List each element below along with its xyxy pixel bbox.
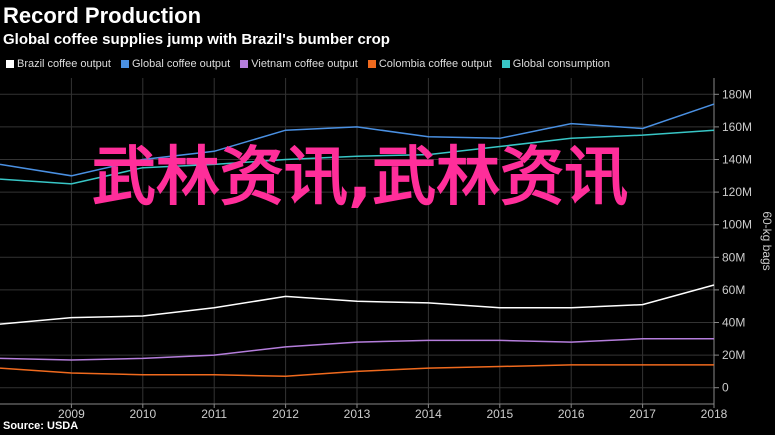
series-line [0,284,715,325]
x-tick-label: 2013 [344,407,371,421]
legend-label: Global coffee output [131,58,231,70]
y-tick-label: 180M [722,87,752,101]
legend-swatch [501,60,510,68]
legend-label: Colombia coffee output [378,58,492,70]
series-line [0,364,714,378]
x-tick-label: 2017 [629,407,656,421]
chart-title: Record Production [3,3,202,28]
y-tick-label: 160M [722,120,752,134]
x-tick-label: 2010 [129,407,156,421]
legend-label: Brazil coffee output [17,58,111,70]
legend-swatch [6,60,14,68]
x-tick-label: 2015 [486,407,513,421]
legend-swatch [240,60,249,68]
chart-legend: Brazil coffee output Global coffee output… [6,58,620,70]
source-note: Source: USDA [3,420,79,432]
y-axis-title: 60-kg bags [760,211,774,270]
legend-label: Vietnam coffee output [251,58,358,70]
y-tick-label: 20M [722,348,745,362]
y-tick-label: 60M [722,283,745,297]
legend-item: Vietnam coffee output [240,58,358,70]
series-line [0,129,715,185]
legend-swatch [367,60,376,68]
y-tick-label: 80M [722,250,745,264]
x-tick-label: 2018 [701,407,728,421]
series-line [0,103,715,177]
x-tick-label: 2014 [415,407,442,421]
y-tick-label: 0 [722,381,729,395]
legend-item: Global consumption [501,58,611,70]
series-line [0,338,714,361]
x-tick-label: 2012 [272,407,299,421]
x-tick-label: 2009 [58,407,85,421]
watermark-overlay: 武林资讯,武林资讯 [91,141,629,215]
x-tick-label: 2016 [558,407,585,421]
y-tick-label: 40M [722,316,745,330]
legend-label: Global consumption [512,58,611,70]
legend-item: Brazil coffee output [6,58,111,70]
legend-item: Colombia coffee output [367,58,492,70]
y-tick-label: 100M [722,218,752,232]
legend-item: Global coffee output [120,58,231,70]
y-tick-label: 140M [722,153,752,167]
x-tick-label: 2011 [201,407,227,421]
chart-subtitle: Global coffee supplies jump with Brazil'… [3,31,390,48]
legend-swatch [120,60,129,68]
y-tick-label: 120M [722,185,752,199]
